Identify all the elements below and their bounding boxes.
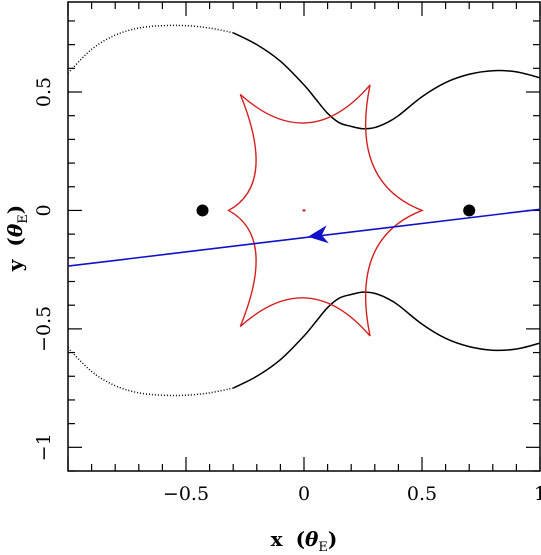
- x-axis-var: x: [271, 527, 284, 551]
- y-axis-var: y: [3, 258, 27, 272]
- trajectory-arrow: [307, 225, 329, 244]
- y-axis-close-paren: ): [3, 205, 27, 214]
- x-tick-label: 0: [298, 483, 310, 505]
- critical-curve-lower: [232, 291, 540, 389]
- x-axis-sub: E: [318, 540, 328, 555]
- x-axis-theta: θ: [305, 527, 319, 551]
- axis-ticks: −0.5 0 0.5 1 −1 −0.5 0 0.5: [33, 2, 541, 505]
- y-tick-label: 0: [33, 204, 55, 216]
- y-axis-label: y (θE): [3, 205, 31, 272]
- caustic-center-dot: [302, 209, 306, 212]
- x-axis-close-paren: ): [328, 527, 337, 551]
- x-tick-label: −0.5: [163, 483, 209, 505]
- caustic-curve: [227, 84, 424, 337]
- x-tick-label: 0.5: [407, 483, 437, 505]
- critical-curve-lower-dotted: [68, 347, 234, 397]
- y-tick-label: −1: [33, 433, 55, 461]
- lens-2: [463, 204, 476, 217]
- y-axis-open-paren: (: [3, 237, 27, 246]
- y-axis-theta: θ: [3, 223, 27, 237]
- plot-frame: [67, 1, 541, 472]
- data-layer: [68, 24, 540, 397]
- critical-curve-upper: [232, 32, 540, 130]
- x-axis-open-paren: (: [296, 527, 305, 551]
- lens-1: [196, 204, 209, 217]
- source-trajectory: [68, 208, 540, 267]
- x-axis-label: x (θE): [271, 527, 338, 555]
- y-tick-label: −0.5: [33, 306, 55, 352]
- y-axis-sub: E: [16, 214, 31, 224]
- critical-curve-upper-dotted: [68, 24, 234, 74]
- x-tick-label: 1: [534, 483, 541, 505]
- y-tick-label: 0.5: [33, 77, 55, 107]
